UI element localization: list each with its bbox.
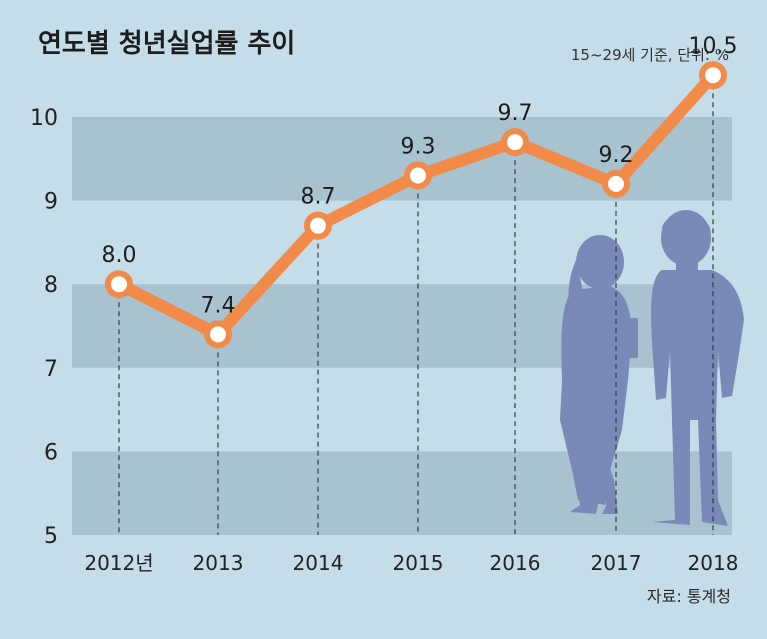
data-label: 8.0 xyxy=(102,243,137,268)
x-axis-tick-labels: 2012년 2013 2014 2015 2016 2017 2018 xyxy=(84,551,738,575)
x-tick-label: 2015 xyxy=(393,551,444,575)
grid-band xyxy=(72,451,732,535)
x-tick-label: 2018 xyxy=(688,551,739,575)
data-label: 8.7 xyxy=(301,185,336,210)
y-tick-label: 10 xyxy=(30,106,58,131)
data-point xyxy=(404,161,432,190)
y-tick-label: 6 xyxy=(44,440,58,465)
data-point-markers xyxy=(105,61,727,349)
x-tick-label: 2013 xyxy=(193,551,244,575)
chart-title: 연도별 청년실업률 추이 xyxy=(38,29,295,59)
x-tick-label: 2012년 xyxy=(84,551,153,575)
chart-subtitle: 15~29세 기준, 단위: % xyxy=(571,46,729,64)
data-point xyxy=(105,270,133,299)
y-tick-label: 5 xyxy=(44,524,58,549)
x-tick-label: 2014 xyxy=(293,551,344,575)
silhouette-illustration xyxy=(560,210,744,526)
data-label: 10.5 xyxy=(689,34,738,59)
y-tick-label: 7 xyxy=(44,357,58,382)
woman-silhouette xyxy=(560,235,638,514)
data-label: 9.7 xyxy=(498,101,533,126)
chart-source: 자료: 통계청 xyxy=(647,587,731,606)
data-label: 9.3 xyxy=(401,135,436,160)
man-silhouette xyxy=(651,210,744,526)
data-label: 7.4 xyxy=(201,293,236,318)
data-labels: 8.0 7.4 8.7 9.3 9.7 9.2 10.5 xyxy=(102,34,738,318)
y-tick-label: 8 xyxy=(44,273,58,298)
data-label: 9.2 xyxy=(599,143,634,168)
data-point xyxy=(699,61,727,90)
x-tick-label: 2016 xyxy=(490,551,541,575)
data-point xyxy=(204,320,232,349)
vertical-dashed-gridlines xyxy=(118,75,714,535)
x-tick-label: 2017 xyxy=(591,551,642,575)
data-point xyxy=(501,128,529,157)
data-point xyxy=(304,211,332,240)
y-tick-label: 9 xyxy=(44,190,58,215)
data-point xyxy=(602,169,630,198)
y-axis-tick-labels: 5 6 7 8 9 10 xyxy=(30,106,58,549)
